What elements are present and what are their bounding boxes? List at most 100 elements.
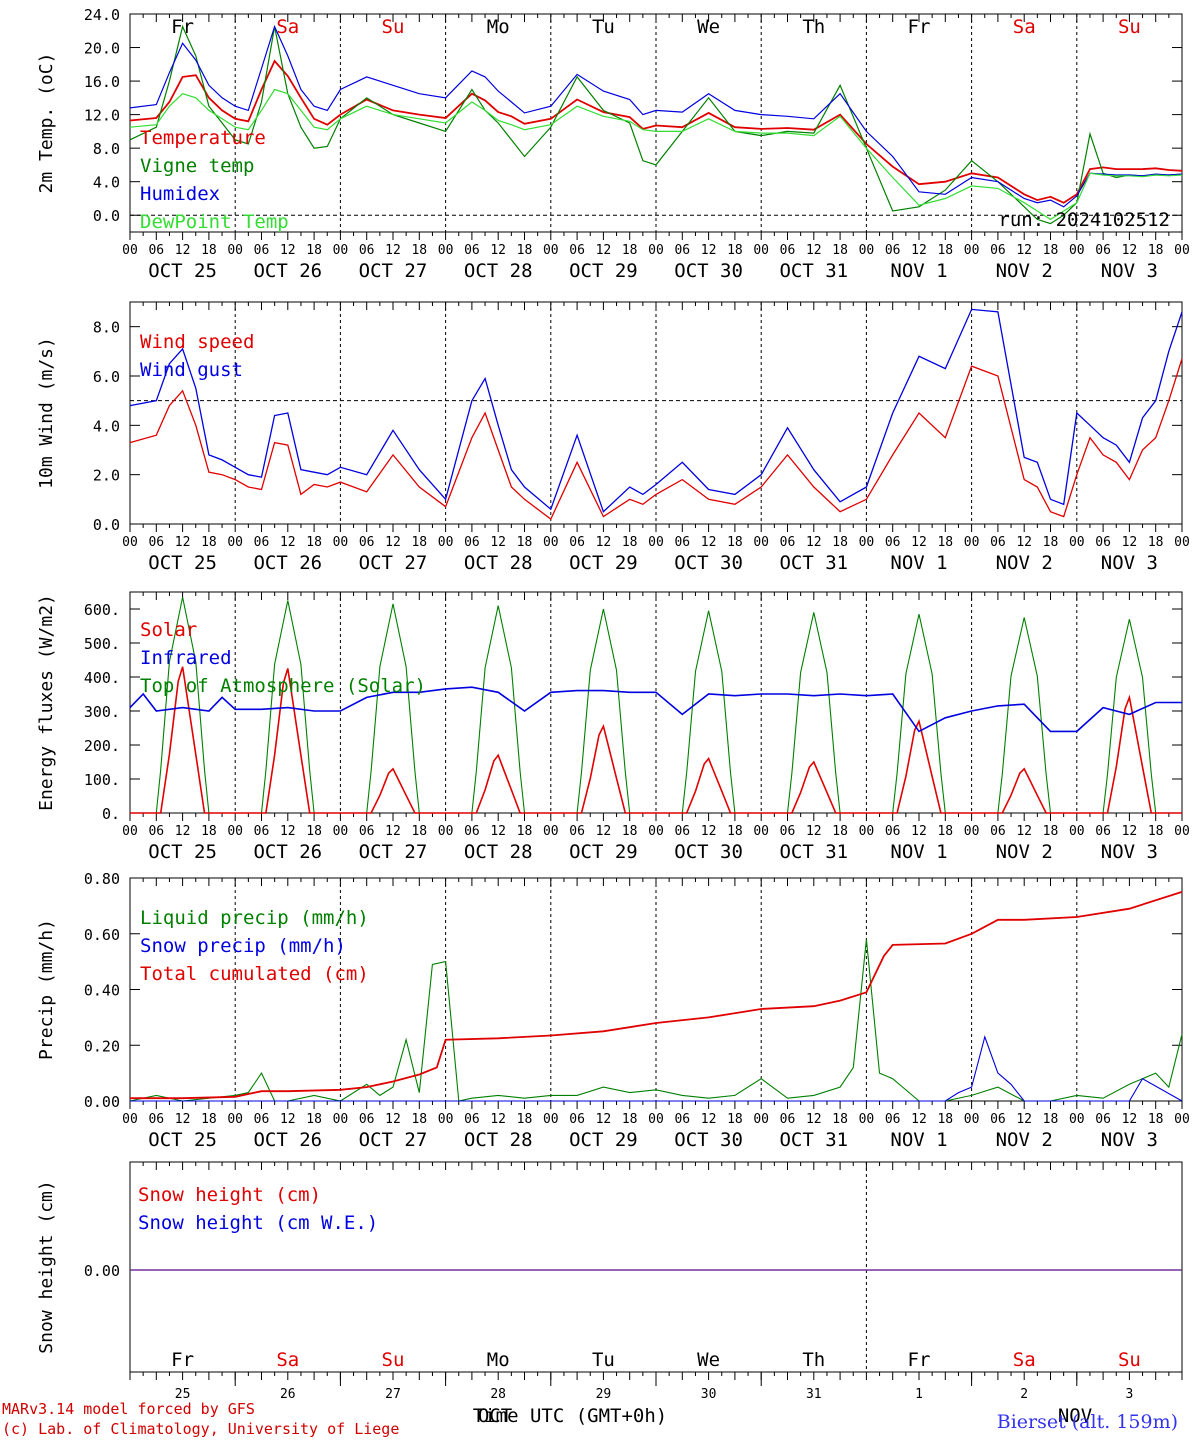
series-1 [129,358,1183,521]
hour-label: 06 [885,824,901,839]
hour-label: 00 [648,535,664,550]
legend-entry: Solar [140,619,197,641]
hour-label: 18 [622,1112,638,1127]
day-name: Sa [1013,1349,1036,1371]
y-tick-label: 16.0 [84,73,120,91]
station-label: Bierset (alt. 159m) [997,1411,1178,1433]
y-tick-label: 0. [102,805,120,823]
y-tick-label: 500. [84,635,120,653]
date-label: OCT 26 [253,1129,322,1151]
date-label: OCT 25 [148,260,217,282]
legend-entry: Infrared [140,647,232,669]
hour-label: 12 [596,535,612,550]
hour-label: 12 [1122,243,1138,258]
date-label: OCT 28 [464,552,533,574]
date-label: OCT 29 [569,841,638,863]
hour-label: 12 [385,535,401,550]
day-name: Fr [171,16,194,38]
hour-label: 12 [1122,824,1138,839]
hour-label: 06 [780,1112,796,1127]
date-label: NOV 1 [890,841,947,863]
hour-label: 18 [517,535,533,550]
hour-label: 12 [701,535,717,550]
hour-label: 00 [543,535,559,550]
hour-label: 06 [254,824,270,839]
hour-label: 18 [517,1112,533,1127]
date-label: OCT 29 [569,1129,638,1151]
hour-label: 18 [517,824,533,839]
date-label: OCT 25 [148,552,217,574]
legend-entry: Snow height (cm W.E.) [138,1212,378,1234]
hour-label: 18 [1148,535,1164,550]
hour-label: 06 [674,535,690,550]
day-number: 26 [280,1387,296,1402]
date-label: NOV 3 [1101,1129,1158,1151]
series-solar [130,666,1182,814]
hour-label: 00 [648,824,664,839]
hour-label: 12 [806,243,822,258]
series-infrared [129,686,1182,733]
hour-label: 18 [201,535,217,550]
hour-label: 18 [1043,1112,1059,1127]
hour-label: 06 [569,1112,585,1127]
hour-label: 18 [727,824,743,839]
legend-entry: Total cumulated (cm) [140,963,369,985]
hour-label: 18 [622,824,638,839]
hour-label: 18 [1043,243,1059,258]
date-label: OCT 27 [359,260,428,282]
date-label: OCT 25 [148,841,217,863]
day-name: Su [1118,16,1141,38]
hour-label: 06 [569,243,585,258]
date-label: NOV 2 [996,552,1053,574]
hour-label: 18 [937,824,953,839]
hour-label: 06 [1095,243,1111,258]
day-number: 29 [596,1387,612,1402]
series-2 [130,1035,1183,1102]
hour-label: 18 [937,243,953,258]
hour-label: 12 [175,243,191,258]
date-label: OCT 30 [674,1129,743,1151]
day-name: Th [802,16,825,38]
hour-label: 06 [569,824,585,839]
date-label: OCT 27 [359,552,428,574]
hour-label: 12 [701,243,717,258]
y-tick-label: 4.0 [93,174,120,192]
hour-label: 12 [280,824,296,839]
hour-label: 00 [859,1112,875,1127]
hour-label: 18 [411,243,427,258]
hour-label: 06 [1095,824,1111,839]
date-label: OCT 29 [569,260,638,282]
hour-label: 00 [859,824,875,839]
hour-label: 00 [227,1112,243,1127]
day-number: 30 [701,1387,717,1402]
hour-label: 06 [464,1112,480,1127]
hour-label: 18 [1043,824,1059,839]
hour-label: 00 [1069,1112,1085,1127]
legend-entry: Liquid precip (mm/h) [140,907,369,929]
hour-label: 12 [280,535,296,550]
hour-label: 12 [596,243,612,258]
date-label: OCT 31 [779,841,848,863]
date-label: OCT 29 [569,552,638,574]
hour-label: 18 [727,535,743,550]
hour-label: 18 [832,1112,848,1127]
day-name: Mo [487,1349,510,1371]
y-axis-label: Energy fluxes (W/m2) [36,594,57,811]
hour-label: 00 [227,243,243,258]
y-tick-label: 0.0 [93,207,120,225]
hour-label: 06 [464,243,480,258]
day-name: Tu [592,1349,615,1371]
day-number: 3 [1125,1387,1133,1402]
hour-label: 00 [438,824,454,839]
day-name: Fr [171,1349,194,1371]
y-tick-label: 8.0 [93,140,120,158]
day-name: Su [1118,1349,1141,1371]
hour-label: 12 [701,824,717,839]
day-name: Tu [592,16,615,38]
y-tick-label: 400. [84,669,120,687]
hour-label: 12 [911,824,927,839]
hour-label: 18 [832,243,848,258]
series-3 [130,891,1183,1100]
hour-label: 06 [674,824,690,839]
y-tick-label: 0.80 [84,870,120,888]
